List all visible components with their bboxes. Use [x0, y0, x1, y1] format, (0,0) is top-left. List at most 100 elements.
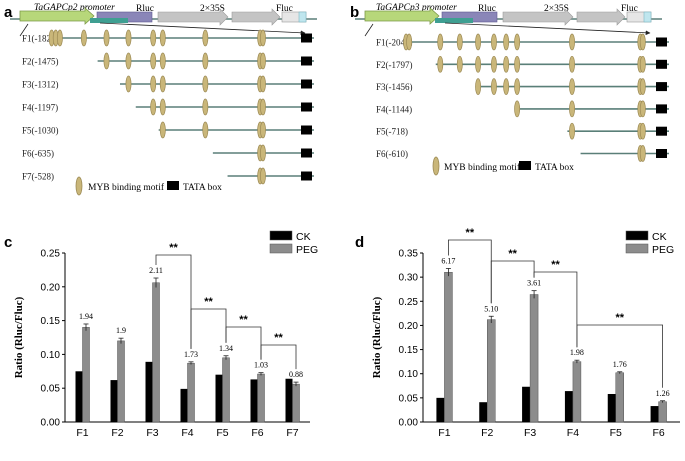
myb-motif [503, 33, 510, 51]
tata-box [301, 125, 312, 135]
myb-legend-icon [432, 156, 440, 176]
tata-box [656, 104, 667, 114]
x-tick-label: F3 [146, 427, 158, 439]
myb-motif [503, 78, 510, 95]
construct-a: TaGAPCp2 promoter Rluc 2×35S Fluc [10, 3, 317, 37]
myb-motif [80, 29, 87, 47]
s35-block [157, 8, 229, 26]
panel-c-label: c [4, 234, 12, 251]
myb-motif [475, 78, 482, 95]
myb-motif [150, 98, 157, 116]
data-label: 2.11 [149, 266, 163, 275]
fragment-label: F3(-1312) [22, 80, 59, 90]
fragment-row: F7(-528) [22, 167, 314, 185]
data-label: 1.03 [254, 361, 268, 370]
rluc-teal-segment [435, 18, 473, 23]
bar-ck [215, 374, 223, 422]
fragment-row: F1(-1822) [22, 29, 314, 47]
zoom-line-left [364, 23, 374, 37]
bar-ck [75, 371, 83, 422]
panel-a-label: a [4, 4, 13, 21]
myb-motif [475, 55, 482, 73]
significance-bracket [225, 326, 262, 360]
legend-peg-label: PEG [296, 244, 318, 256]
legend-b: MYB binding motif TATA box [432, 156, 574, 176]
legend-ck-swatch [625, 230, 649, 241]
myb-motif [514, 78, 521, 95]
myb-motif [569, 78, 575, 95]
fluc-arrow [576, 8, 626, 26]
legend-ck-swatch [269, 230, 293, 241]
myb-motif [490, 33, 497, 51]
myb-motif [260, 144, 266, 162]
fragments-a: F1(-1822) F2(-1475) F3(-1312) F4(-1197) F5(-… [22, 29, 314, 185]
rluc-teal-segment [90, 18, 128, 23]
myb-motif [490, 55, 497, 73]
fluc-end-block [298, 11, 307, 23]
bar-peg [444, 272, 453, 423]
myb-motif [437, 33, 444, 51]
y-tick-label: 0.20 [399, 321, 419, 332]
myb-motif [569, 33, 575, 51]
panel-b-label: b [350, 4, 359, 21]
significance-bracket [155, 254, 192, 349]
data-label: 1.76 [613, 360, 627, 369]
x-tick-label: F5 [216, 427, 228, 439]
data-label: 1.98 [570, 348, 584, 357]
tata-box [301, 79, 312, 89]
fragment-row: F5(-718) [376, 122, 669, 140]
x-tick-label: F6 [251, 427, 263, 439]
bar-peg [487, 319, 496, 423]
myb-motif [150, 52, 157, 70]
myb-motif [202, 98, 209, 116]
promoter-block [19, 7, 95, 25]
panel-a-promoter-diagram: a TaGAPCp2 promoter Rluc 2×35S Fluc F1(-… [4, 3, 317, 196]
bar-peg [529, 294, 539, 423]
data-label: 0.88 [289, 370, 303, 379]
x-tick-label: F6 [652, 427, 664, 439]
myb-motif [437, 55, 444, 73]
fragment-label: F7(-528) [22, 172, 54, 182]
x-tick-label: F1 [438, 427, 450, 439]
y-tick-label: 0.35 [399, 249, 419, 260]
bar-peg [152, 282, 160, 423]
bar-ck [564, 391, 573, 422]
myb-motif [406, 33, 413, 51]
significance-label: ** [204, 296, 213, 308]
myb-motif [103, 29, 110, 47]
y-axis-label: Ratio (Rluc/Fluc) [13, 296, 25, 378]
myb-motif [260, 98, 266, 116]
y-tick-label: 0.25 [41, 249, 61, 260]
fragment-row: F2(-1475) [22, 52, 314, 70]
myb-motif [159, 98, 166, 116]
y-axis-label: Ratio (Rluc/Fluc) [371, 296, 383, 378]
tata-legend-icon [167, 181, 179, 190]
y-tick-label: 0.10 [41, 350, 61, 361]
tata-box [656, 82, 667, 92]
bar-ck [522, 386, 531, 422]
s35-a-label: 2×35S [200, 4, 225, 14]
tata-box [301, 171, 312, 181]
myb-motif [202, 75, 209, 93]
tata-box [656, 37, 667, 47]
myb-legend-label: MYB binding motif [88, 182, 165, 193]
y-tick-label: 0.10 [399, 369, 419, 380]
bar-ck [650, 406, 659, 422]
legend-ck-label: CK [296, 231, 311, 243]
significance-bracket [260, 344, 297, 370]
panel-d-label: d [355, 234, 364, 251]
fragment-row: F4(-1144) [376, 100, 669, 118]
fragment-row: F6(-635) [22, 144, 314, 162]
tata-box [656, 126, 667, 136]
significance-label: ** [508, 248, 517, 260]
fragment-row: F3(-1456) [376, 78, 669, 95]
fragment-label: F4(-1197) [22, 103, 58, 113]
zoom-line-right [99, 22, 306, 36]
myb-motif [456, 55, 463, 73]
data-label: 6.17 [441, 256, 455, 265]
x-tick-label: F2 [111, 427, 123, 439]
tata-box [301, 56, 312, 66]
y-tick-label: 0.15 [399, 345, 419, 356]
x-tick-label: F1 [76, 427, 88, 439]
myb-motif [150, 75, 157, 93]
